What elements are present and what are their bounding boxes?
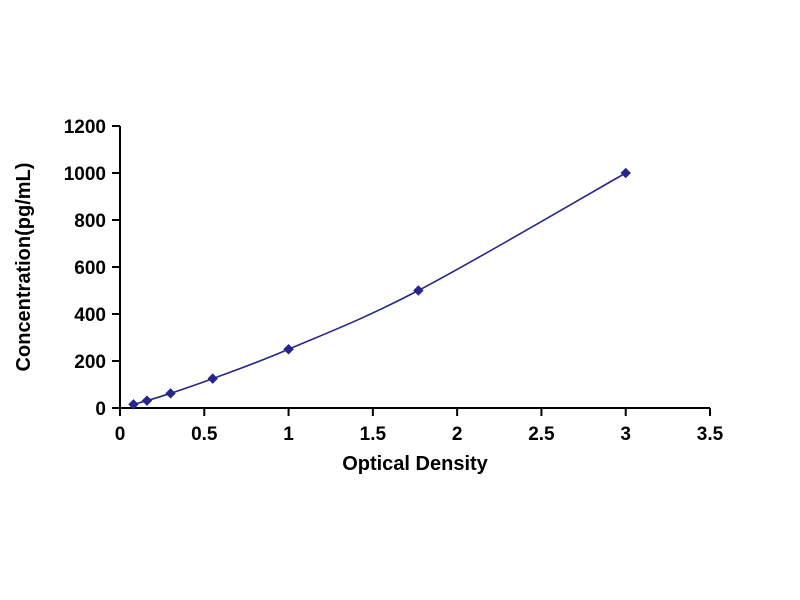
data-line <box>133 172 627 406</box>
y-tick-label: 800 <box>74 211 106 232</box>
data-point-marker <box>207 373 218 384</box>
x-tick-label: 0.5 <box>191 424 218 445</box>
y-tick-label: 200 <box>74 352 106 373</box>
x-tick-label: 1.5 <box>360 424 387 445</box>
y-tick-label: 0 <box>95 399 106 420</box>
data-point-marker <box>141 395 153 406</box>
x-tick-label: 3 <box>620 424 631 445</box>
data-point-marker <box>165 388 176 399</box>
y-tick-label: 1000 <box>64 164 106 185</box>
data-point-marker <box>128 399 139 410</box>
x-tick-label: 3.5 <box>697 424 724 445</box>
data-point-marker <box>413 285 424 296</box>
y-tick-label: 600 <box>74 258 106 279</box>
data-point-marker <box>620 167 631 179</box>
y-tick-label: 1200 <box>64 117 106 138</box>
x-tick-label: 1 <box>283 424 294 445</box>
y-axis-title: Concentration(pg/mL) <box>13 163 35 372</box>
x-tick-label: 0 <box>115 424 126 445</box>
y-tick-label: 400 <box>74 305 106 326</box>
data-point-marker <box>283 344 294 355</box>
x-tick-label: 2.5 <box>528 424 555 445</box>
x-tick-label: 2 <box>452 424 463 445</box>
x-axis-title: Optical Density <box>342 453 488 475</box>
